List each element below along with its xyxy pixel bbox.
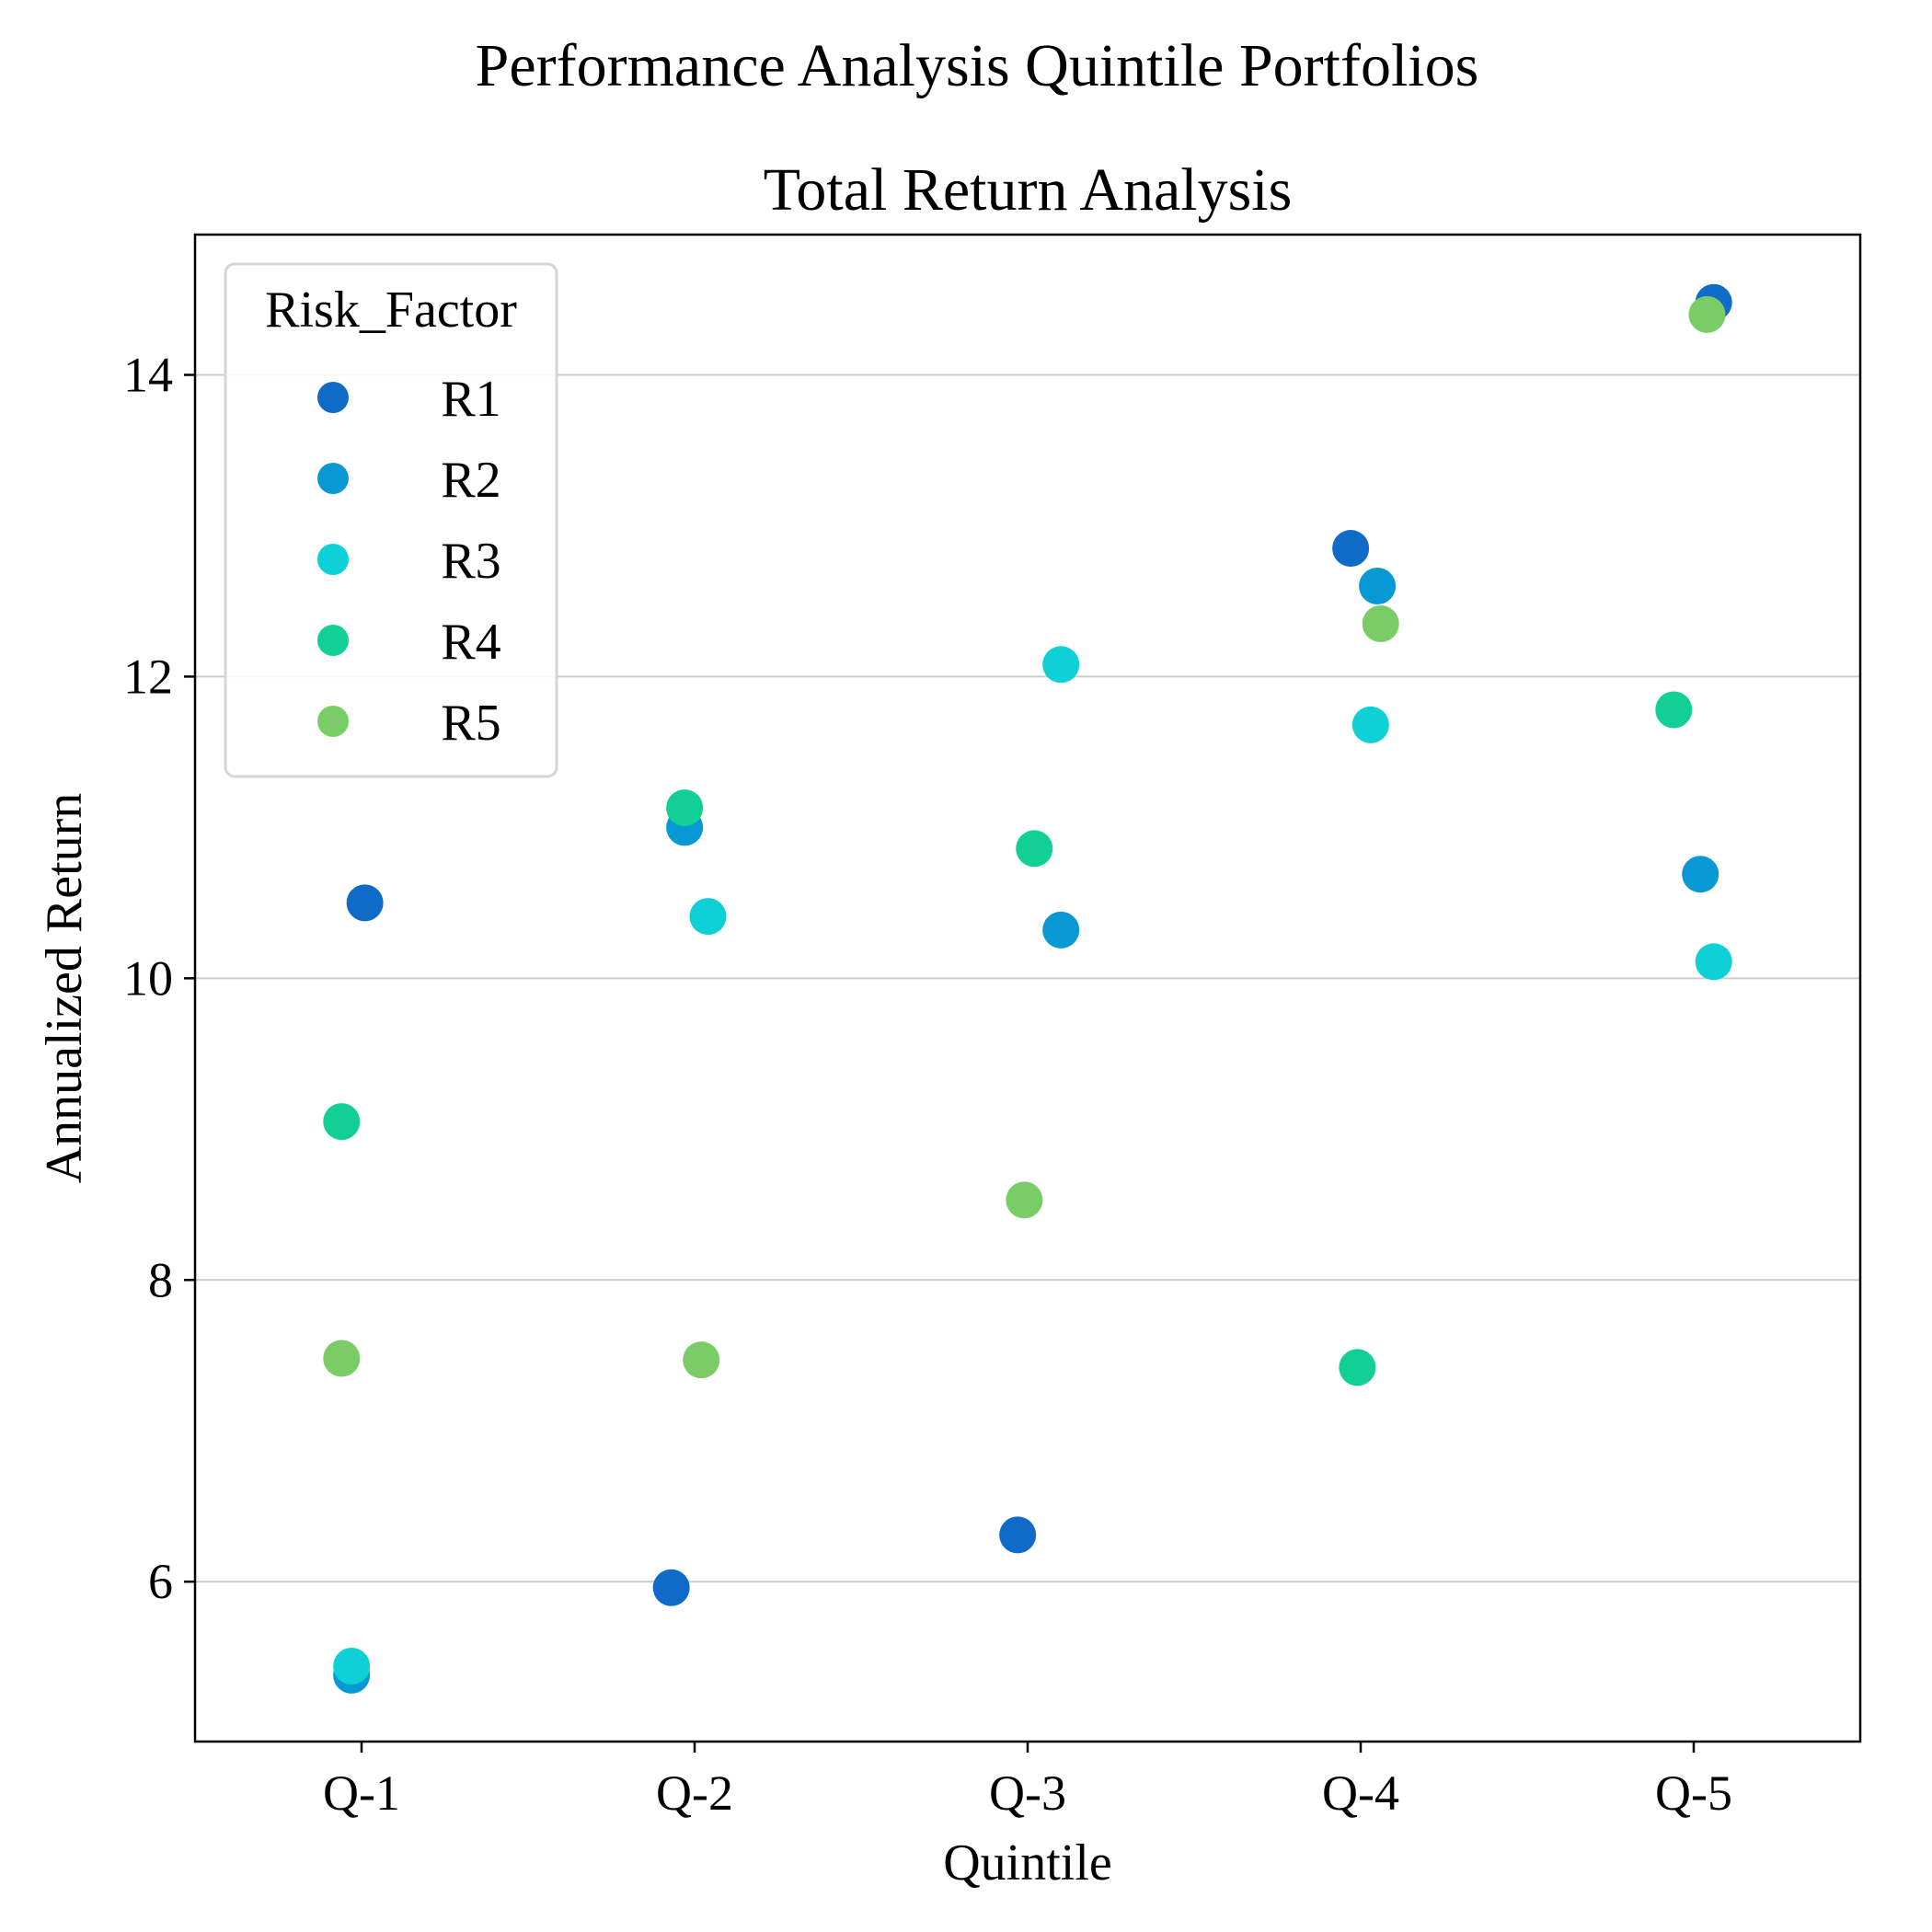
point-r1 — [346, 884, 384, 922]
legend-marker-r4 — [317, 625, 349, 656]
y-axis-label: Annualized Return — [36, 793, 93, 1184]
point-r2 — [1042, 911, 1080, 949]
legend: Risk_Factor R1 R2 R3 R4 R5 — [224, 262, 558, 778]
x-tick-label: Q-5 — [1655, 1765, 1732, 1821]
point-r3 — [333, 1648, 371, 1685]
point-r5 — [323, 1340, 361, 1377]
chart-suptitle: Performance Analysis Quintile Portfolios — [476, 32, 1479, 99]
y-tick-label: 8 — [148, 1252, 173, 1307]
point-r5 — [1362, 605, 1399, 643]
point-r4 — [1655, 691, 1693, 729]
point-r5 — [683, 1341, 720, 1379]
point-r3 — [1351, 706, 1389, 743]
y-tick-label: 6 — [148, 1554, 173, 1609]
legend-box — [224, 262, 558, 778]
legend-marker-r1 — [317, 382, 349, 413]
x-tick-label: Q-3 — [989, 1765, 1066, 1821]
y-tick-label: 10 — [123, 950, 173, 1006]
point-r4 — [666, 789, 704, 827]
point-r4 — [1016, 830, 1053, 868]
y-tick-label: 14 — [123, 347, 173, 402]
legend-title: Risk_Factor — [265, 282, 517, 339]
point-r3 — [1042, 646, 1080, 684]
point-r4 — [1339, 1349, 1376, 1386]
legend-label-r5: R5 — [441, 695, 500, 752]
x-tick-label: Q-2 — [656, 1765, 733, 1821]
point-r5 — [1006, 1181, 1043, 1219]
point-r5 — [1688, 295, 1726, 333]
point-r1 — [1332, 530, 1370, 568]
point-r2 — [1359, 568, 1397, 605]
legend-marker-r3 — [317, 544, 349, 575]
legend-marker-r2 — [317, 463, 349, 494]
point-r1 — [999, 1516, 1037, 1554]
plot-area — [195, 283, 1860, 1694]
chart-title: Total Return Analysis — [764, 156, 1293, 224]
legend-label-r4: R4 — [441, 614, 500, 671]
y-tick-label: 12 — [123, 649, 173, 704]
legend-label-r1: R1 — [441, 371, 500, 428]
x-tick-label: Q-4 — [1322, 1765, 1399, 1821]
x-axis-label: Quintile — [943, 1834, 1112, 1892]
point-r3 — [1695, 943, 1732, 981]
legend-marker-r5 — [317, 706, 349, 737]
point-r2 — [1682, 856, 1719, 893]
legend-label-r2: R2 — [441, 452, 500, 509]
point-r4 — [323, 1103, 361, 1141]
legend-label-r3: R3 — [441, 533, 500, 590]
point-r3 — [689, 898, 727, 936]
x-tick-label: Q-1 — [323, 1765, 400, 1821]
point-r1 — [652, 1569, 690, 1606]
